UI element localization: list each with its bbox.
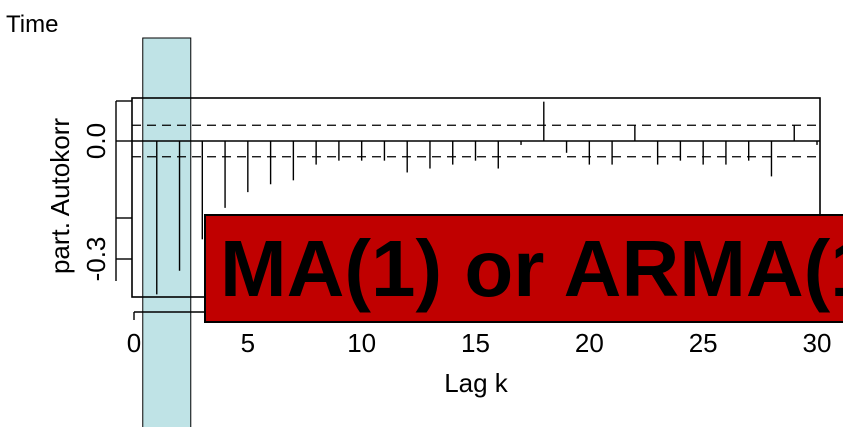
x-tick-label-5: 5	[241, 328, 255, 358]
banner-text: MA(1) or ARMA(1,1)	[220, 224, 843, 313]
x-axis-label: Lag k	[444, 368, 509, 398]
x-tick-label-20: 20	[575, 328, 604, 358]
x-tick-label-0: 0	[127, 328, 141, 358]
y-tick-label-0: -0.3	[81, 237, 111, 282]
highlight-column	[142, 37, 192, 427]
y-axis-label: part. Autokorr	[45, 118, 75, 274]
x-tick-label-30: 30	[803, 328, 832, 358]
banner-box: MA(1) or ARMA(1,1)	[204, 214, 843, 323]
time-label: Time	[6, 11, 58, 38]
x-tick-label-10: 10	[347, 328, 376, 358]
y-tick-label-1: 0.0	[81, 123, 111, 159]
x-tick-label-15: 15	[461, 328, 490, 358]
x-tick-label-25: 25	[689, 328, 718, 358]
